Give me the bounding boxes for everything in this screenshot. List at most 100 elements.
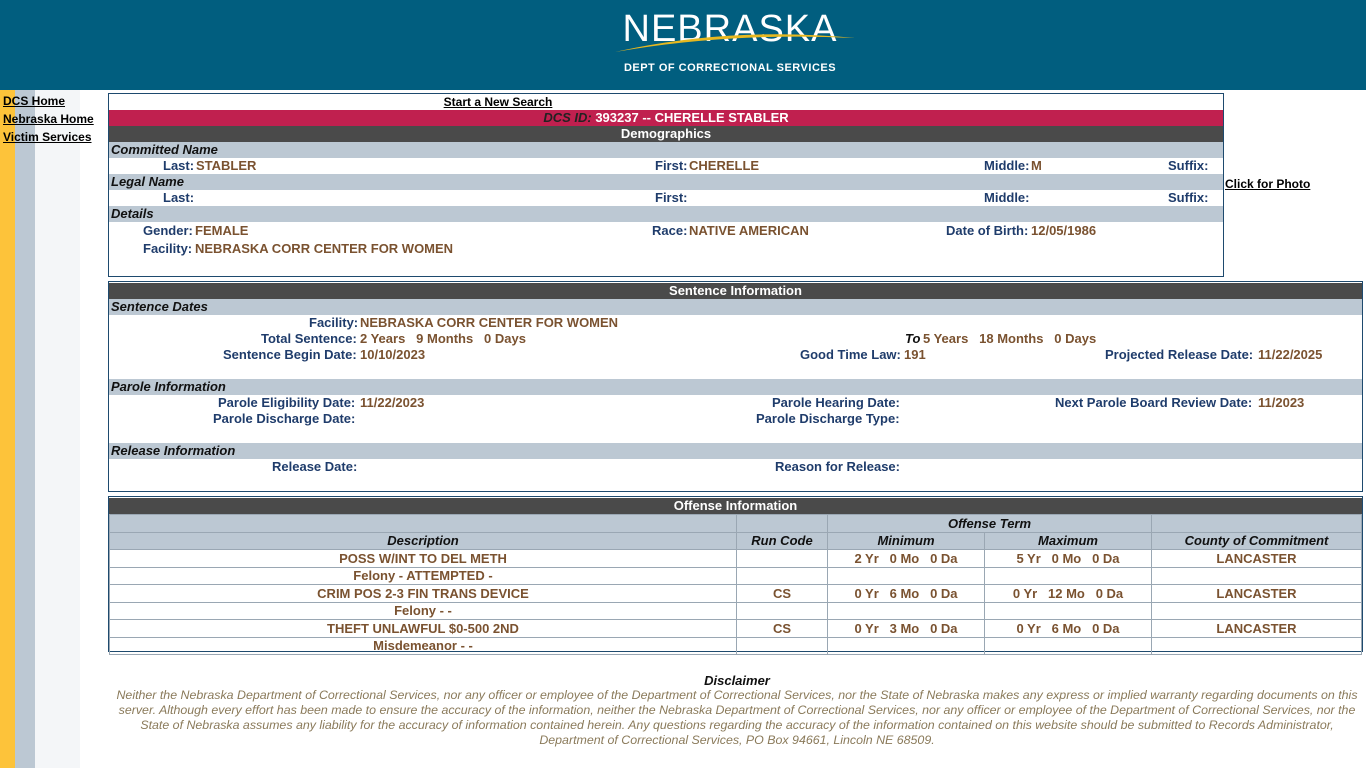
empty-cell [736, 601, 828, 620]
middle-value: M [1031, 158, 1042, 173]
legal-middle-label: Middle: [984, 190, 1030, 205]
empty-cell [984, 566, 1152, 585]
to-label: To [905, 331, 921, 346]
total-sentence-label: Total Sentence: [261, 331, 357, 346]
sentence-panel: Sentence Information Sentence Dates Faci… [108, 281, 1363, 492]
nav-dcs-home[interactable]: DCS Home [3, 94, 66, 108]
county: LANCASTER [1151, 619, 1362, 638]
empty-cell [827, 636, 985, 655]
last-label: Last: [163, 158, 195, 173]
projected-release-value: 11/22/2025 [1258, 347, 1323, 362]
parole-discharge-type-label: Parole Discharge Type: [756, 411, 900, 426]
facility-label: Facility: [143, 241, 193, 256]
projected-release-label: Projected Release Date: [1105, 347, 1254, 362]
empty-cell [827, 601, 985, 620]
empty-cell [736, 636, 828, 655]
run-code [736, 549, 828, 568]
col-description: Description [109, 531, 737, 550]
offense-term-header: Offense Term [827, 514, 1152, 533]
parole-hearing-label: Parole Hearing Date: [772, 395, 900, 410]
first-value: CHERELLE [689, 158, 760, 173]
offense-description: CRIM POS 2-3 FIN TRANS DEVICE [109, 584, 737, 603]
minimum-term: 0 Yr 6 Mo 0 Da [827, 584, 985, 603]
last-value: STABLER [196, 158, 257, 173]
disclaimer-text: Neither the Nebraska Department of Corre… [116, 688, 1358, 747]
offense-class-row: Felony - ATTEMPTED - [109, 566, 1362, 585]
release-heading: Release Information [109, 443, 1362, 459]
race-label: Race: [652, 223, 688, 238]
disclaimer: Disclaimer Neither the Nebraska Departme… [108, 673, 1366, 748]
dob-label: Date of Birth: [946, 223, 1029, 238]
minimum-term: 2 Yr 0 Mo 0 Da [827, 549, 985, 568]
suffix-label: Suffix: [1168, 158, 1209, 173]
sidebar-stripe-gray [15, 90, 35, 768]
offense-class-row: Misdemeanor - - [109, 636, 1362, 655]
maximum-term: 0 Yr 12 Mo 0 Da [984, 584, 1152, 603]
click-for-photo-link[interactable]: Click for Photo [1225, 177, 1311, 191]
legal-name-heading: Legal Name [109, 174, 1223, 190]
empty-cell [1151, 601, 1362, 620]
offense-description: THEFT UNLAWFUL $0-500 2ND [109, 619, 737, 638]
next-review-value: 11/2023 [1258, 395, 1305, 410]
id-label: DCS ID: [543, 110, 592, 125]
offense-class: Felony - ATTEMPTED - [109, 566, 737, 585]
col-run-code: Run Code [736, 531, 828, 550]
demographics-panel: Start a New Search DCS ID: 393237 -- CHE… [108, 93, 1224, 277]
new-search-link[interactable]: Start a New Search [443, 95, 553, 109]
legal-last-label: Last: [163, 190, 195, 205]
logo-subtitle: DEPT OF CORRECTIONAL SERVICES [623, 62, 837, 74]
county: LANCASTER [1151, 549, 1362, 568]
offense-table: Offense Term Description Run Code Minimum M… [109, 514, 1362, 655]
details-heading: Details [109, 206, 1223, 222]
empty-cell [984, 636, 1152, 655]
col-minimum: Minimum [827, 531, 985, 550]
total-sentence-value: 2 Years 9 Months 0 Days [360, 331, 526, 346]
side-nav: DCS Home Nebraska Home Victim Services [3, 92, 94, 146]
dcs-id-bar: DCS ID: 393237 -- CHERELLE STABLER [109, 110, 1223, 126]
run-code: CS [736, 619, 828, 638]
middle-label: Middle: [984, 158, 1030, 173]
facility-value: NEBRASKA CORR CENTER FOR WOMEN [195, 241, 454, 256]
release-date-label: Release Date: [272, 459, 358, 474]
begin-date-value: 10/10/2023 [360, 347, 426, 362]
run-code: CS [736, 584, 828, 603]
empty-cell [984, 601, 1152, 620]
good-time-law-value: 191 [904, 347, 926, 362]
disclaimer-title: Disclaimer [704, 673, 770, 688]
sidebar-stripe-light [35, 90, 80, 768]
parole-eligibility-value: 11/22/2023 [360, 395, 425, 410]
begin-date-label: Sentence Begin Date: [223, 347, 357, 362]
empty-cell [827, 566, 985, 585]
parole-eligibility-label: Parole Eligibility Date: [218, 395, 356, 410]
dob-value: 12/05/1986 [1031, 223, 1097, 238]
demographics-title: Demographics [109, 126, 1223, 142]
committed-name-heading: Committed Name [109, 142, 1223, 158]
minimum-term: 0 Yr 3 Mo 0 Da [827, 619, 985, 638]
sentence-facility-label: Facility: [309, 315, 359, 330]
legal-suffix-label: Suffix: [1168, 190, 1209, 205]
offense-title: Offense Information [109, 498, 1362, 514]
logo-swoosh-icon [615, 34, 855, 52]
nav-victim-services[interactable]: Victim Services [3, 130, 92, 144]
offense-row: POSS W/INT TO DEL METH 2 Yr 0 Mo 0 Da 5 Yr… [109, 549, 1362, 568]
maximum-term: 0 Yr 6 Mo 0 Da [984, 619, 1152, 638]
race-value: NATIVE AMERICAN [689, 223, 809, 238]
release-reason-label: Reason for Release: [775, 459, 900, 474]
offense-row: THEFT UNLAWFUL $0-500 2ND CS 0 Yr 3 Mo 0 D… [109, 619, 1362, 638]
offense-class-row: Felony - - [109, 601, 1362, 620]
id-value: 393237 -- CHERELLE STABLER [595, 110, 789, 125]
sidebar-stripe-yellow [0, 90, 15, 768]
county: LANCASTER [1151, 584, 1362, 603]
parole-discharge-date-label: Parole Discharge Date: [213, 411, 356, 426]
offense-class: Felony - - [109, 601, 737, 620]
logo-text: NEBRASKA [622, 8, 838, 50]
nebraska-logo: NEBRASKA DEPT OF CORRECTIONAL SERVICES [600, 8, 860, 78]
to-value: 5 Years 18 Months 0 Days [923, 331, 1097, 346]
parole-heading: Parole Information [109, 379, 1362, 395]
sentence-facility-value: NEBRASKA CORR CENTER FOR WOMEN [360, 315, 619, 330]
empty-cell [1151, 566, 1362, 585]
maximum-term: 5 Yr 0 Mo 0 Da [984, 549, 1152, 568]
sentence-dates-heading: Sentence Dates [109, 299, 1362, 315]
gender-value: FEMALE [195, 223, 249, 238]
nav-nebraska-home[interactable]: Nebraska Home [3, 112, 94, 126]
